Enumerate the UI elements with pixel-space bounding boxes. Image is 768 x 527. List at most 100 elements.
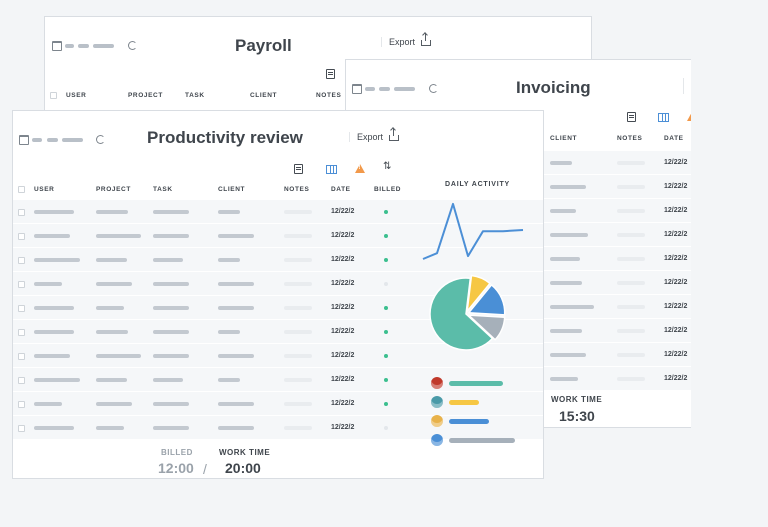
refresh-icon[interactable] (128, 41, 137, 50)
column-header-client[interactable]: CLIENT (250, 92, 278, 99)
unbilled-indicator (384, 426, 388, 430)
notes-placeholder (617, 377, 645, 381)
work-time-value: 20:00 (225, 460, 261, 476)
column-header-notes[interactable]: NOTES (284, 186, 310, 193)
notes-placeholder (284, 306, 312, 310)
row-checkbox[interactable] (18, 281, 25, 288)
notes-placeholder (617, 209, 645, 213)
row-checkbox[interactable] (18, 305, 25, 312)
cell-placeholder (550, 329, 582, 333)
select-all-checkbox[interactable] (50, 92, 57, 99)
date-cell: 12/22/2 (664, 375, 688, 382)
refresh-icon[interactable] (429, 84, 438, 93)
date-cell: 12/22/2 (331, 232, 355, 239)
table-row[interactable]: 12/22/2 (13, 223, 543, 247)
document-icon[interactable] (294, 164, 303, 174)
legend-bar (449, 438, 515, 443)
pie-slice (429, 277, 494, 351)
cell-placeholder (550, 233, 588, 237)
cell-placeholder (34, 354, 70, 358)
date-range-pill (394, 87, 415, 91)
billed-indicator (384, 402, 388, 406)
billed-indicator (384, 234, 388, 238)
column-header-user[interactable]: USER (66, 92, 87, 99)
notes-placeholder (284, 354, 312, 358)
column-header-date[interactable]: DATE (664, 135, 684, 142)
billed-indicator (384, 354, 388, 358)
table-row[interactable]: 12/22/2 (13, 247, 543, 271)
notes-placeholder (617, 329, 645, 333)
column-header-client[interactable]: CLIENT (218, 186, 246, 193)
column-header-client[interactable]: CLIENT (550, 135, 578, 142)
column-header-date[interactable]: DATE (331, 186, 351, 193)
warning-icon[interactable] (355, 164, 365, 173)
legend-bar (449, 381, 503, 386)
date-range-pill (32, 138, 42, 142)
export-button[interactable]: Export (349, 128, 400, 142)
date-cell: 12/22/2 (331, 376, 355, 383)
calendar-icon[interactable] (352, 84, 362, 94)
table-row[interactable]: 12/22/2 (13, 343, 543, 367)
row-checkbox[interactable] (18, 353, 25, 360)
columns-icon[interactable] (326, 165, 337, 174)
column-header-project[interactable]: PROJECT (96, 186, 131, 193)
sort-icon[interactable]: ⇅ (383, 161, 392, 172)
table-row[interactable]: 12/22/2 (13, 367, 543, 391)
column-header-notes[interactable]: NOTES (617, 135, 643, 142)
column-header-task[interactable]: TASK (185, 92, 205, 99)
row-checkbox[interactable] (18, 377, 25, 384)
row-checkbox[interactable] (18, 425, 25, 432)
export-label: Export (357, 132, 384, 142)
date-cell: 12/22/2 (331, 208, 355, 215)
date-cell: 12/22/2 (664, 351, 688, 358)
cell-placeholder (550, 305, 594, 309)
cell-placeholder (34, 234, 70, 238)
refresh-icon[interactable] (96, 135, 105, 144)
document-icon[interactable] (627, 112, 636, 122)
row-checkbox[interactable] (18, 401, 25, 408)
toolbar-divider (683, 78, 684, 94)
pie-slice (466, 274, 492, 314)
column-header-notes[interactable]: NOTES (316, 92, 342, 99)
row-checkbox[interactable] (18, 209, 25, 216)
column-header-project[interactable]: PROJECT (128, 92, 163, 99)
billed-total-label: BILLED (161, 448, 193, 457)
cell-placeholder (218, 306, 254, 310)
cell-placeholder (218, 426, 254, 430)
select-all-checkbox[interactable] (18, 186, 25, 193)
columns-icon[interactable] (658, 113, 669, 122)
activity-series-line (422, 202, 524, 260)
column-header-billed[interactable]: BILLED (374, 186, 402, 193)
date-range-pill (93, 44, 114, 48)
calendar-icon[interactable] (52, 41, 62, 51)
row-checkbox[interactable] (18, 257, 25, 264)
cell-placeholder (153, 282, 189, 286)
warning-icon[interactable] (687, 112, 691, 121)
notes-placeholder (284, 258, 312, 262)
column-header-user[interactable]: USER (34, 186, 55, 193)
cell-placeholder (34, 282, 62, 286)
cell-placeholder (96, 378, 127, 382)
row-checkbox[interactable] (18, 233, 25, 240)
cell-placeholder (96, 426, 124, 430)
cell-placeholder (550, 185, 586, 189)
notes-placeholder (617, 185, 645, 189)
calendar-icon[interactable] (19, 135, 29, 145)
export-button[interactable]: Export (381, 33, 432, 47)
document-icon[interactable] (326, 69, 335, 79)
date-range-pill (65, 44, 74, 48)
cell-placeholder (153, 402, 189, 406)
date-range-pill (78, 44, 89, 48)
date-range-pill (47, 138, 58, 142)
date-cell: 12/22/2 (664, 327, 688, 334)
cell-placeholder (218, 210, 240, 214)
row-checkbox[interactable] (18, 329, 25, 336)
cell-placeholder (550, 257, 580, 261)
date-cell: 12/22/2 (331, 256, 355, 263)
cell-placeholder (550, 209, 576, 213)
cell-placeholder (34, 426, 74, 430)
cell-placeholder (550, 161, 572, 165)
daily-activity-line-chart (422, 202, 524, 260)
column-header-task[interactable]: TASK (153, 186, 173, 193)
table-row[interactable]: 12/22/2 (13, 415, 543, 439)
